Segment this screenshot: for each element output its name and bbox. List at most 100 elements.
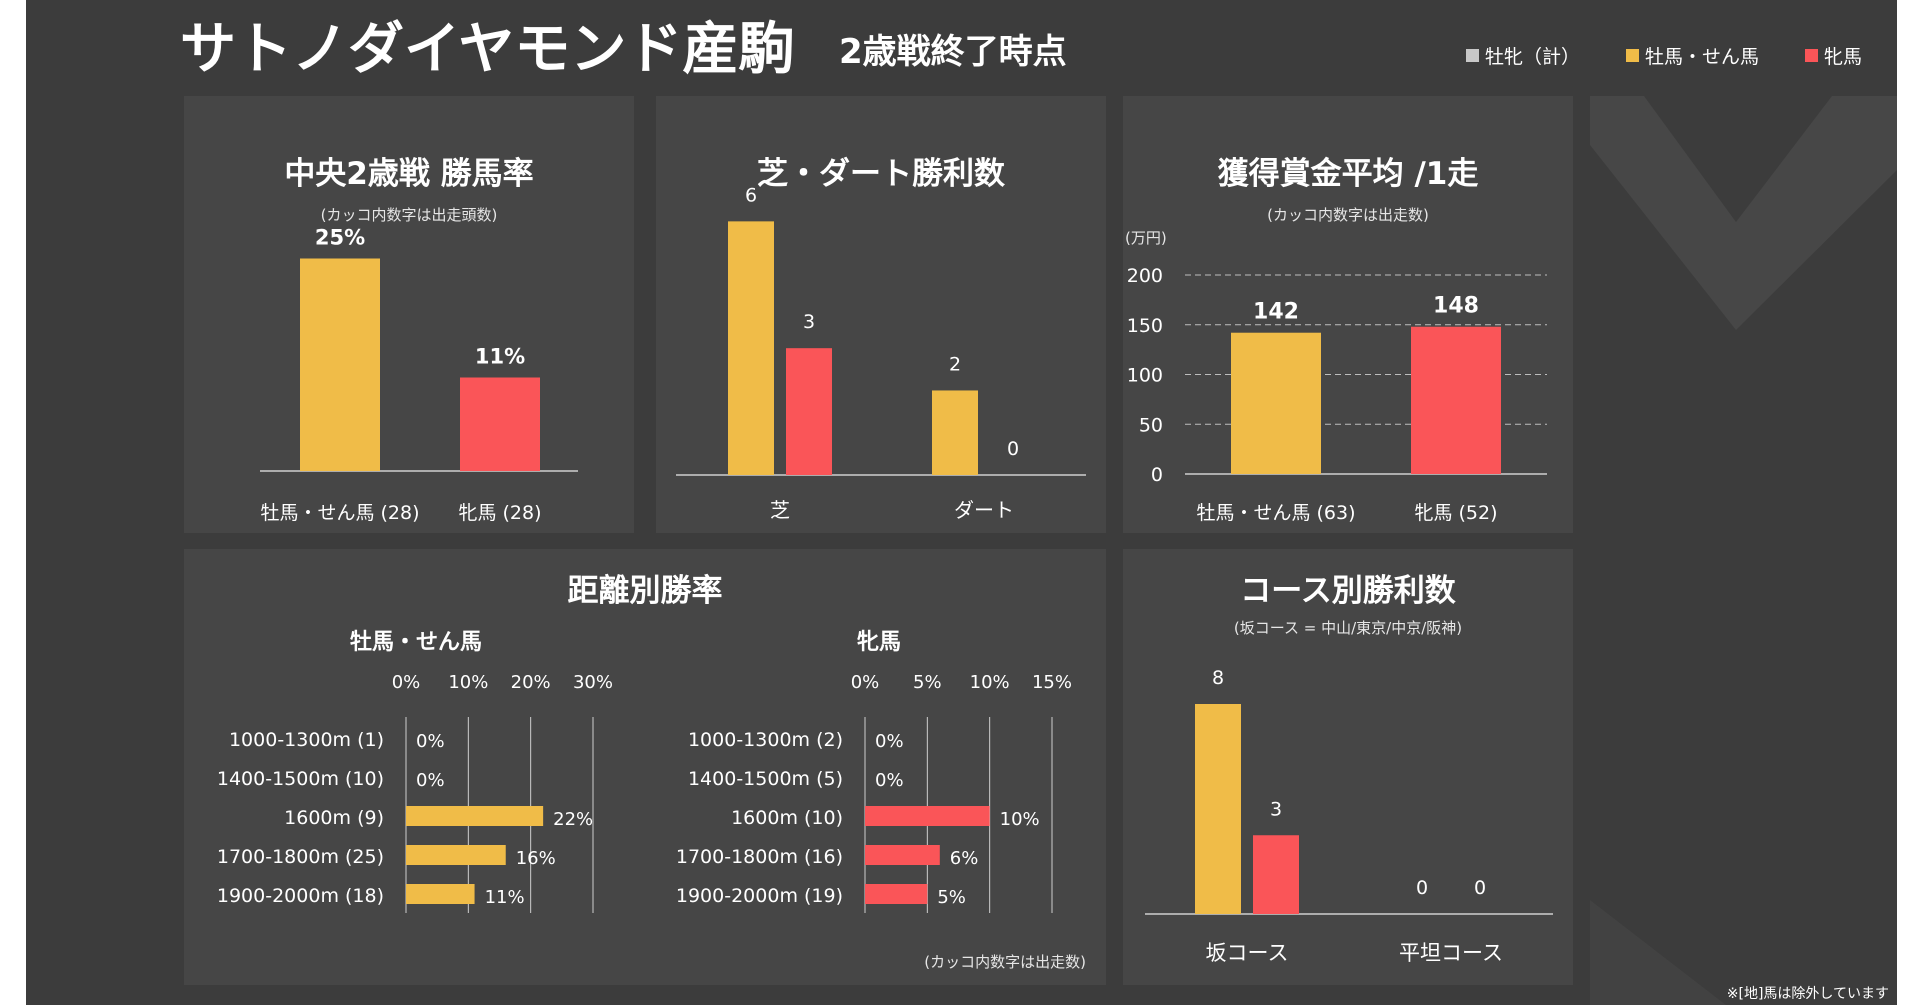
bar	[460, 377, 540, 471]
panel-subtitle-win-rate: (カッコ内数字は出走頭数)	[320, 206, 498, 224]
page-title: サトノダイヤモンド産駒	[180, 17, 795, 82]
panel-title-prize: 獲得賞金平均 /1走	[1217, 156, 1479, 192]
data-label: 16%	[516, 848, 556, 869]
y-tick-label: 1000-1300m (2)	[688, 729, 843, 751]
data-label: 0%	[416, 770, 445, 791]
bar	[1253, 835, 1299, 914]
data-label: 6	[745, 184, 757, 206]
panel-course: コース別勝利数 (坂コース = 中山/東京/中京/阪神) 8 0 3 0 坂コース 平坦コ…	[1123, 549, 1573, 985]
bar	[406, 806, 544, 826]
legend: 牡牝（計） 牡馬・せん馬 牝馬	[1466, 42, 1862, 68]
y-tick-label: 1600m (9)	[284, 807, 384, 829]
data-label: 0%	[875, 770, 904, 791]
y-tick-label: 0	[1151, 464, 1163, 486]
x-tick-label: 平坦コース	[1399, 941, 1503, 965]
legend-item-female: 牝馬	[1805, 42, 1862, 68]
footnote: ※[地]馬は除外しています	[1726, 986, 1889, 1002]
bar	[932, 390, 978, 475]
x-tick-label: 10%	[970, 672, 1010, 693]
y-tick-label: 50	[1139, 414, 1163, 436]
panel-title-win-rate: 中央2歳戦 勝馬率	[284, 156, 534, 192]
panel-turf-dirt: 芝・ダート勝利数 6 2 3 0 芝 ダート	[656, 96, 1106, 533]
x-tick-label: 牝馬 (28)	[458, 502, 541, 524]
bar	[865, 806, 990, 826]
legend-label-total: 牡牝（計）	[1485, 45, 1581, 68]
x-tick-label: 15%	[1032, 672, 1072, 693]
bar	[1195, 704, 1241, 914]
data-label: 6%	[950, 848, 979, 869]
panel-subtitle-course: (坂コース = 中山/東京/中京/阪神)	[1233, 619, 1463, 637]
x-tick-label: 0%	[851, 672, 880, 693]
legend-item-male: 牡馬・せん馬	[1626, 42, 1759, 68]
bar	[1411, 326, 1501, 474]
bar	[406, 884, 475, 904]
legend-swatch-male	[1626, 48, 1640, 62]
y-tick-label: 1400-1500m (5)	[688, 768, 843, 790]
decoration	[1590, 96, 1897, 1005]
legend-swatch-female	[1805, 48, 1819, 62]
y-axis-label: (万円)	[1125, 229, 1167, 247]
x-tick-label: 10%	[448, 672, 488, 693]
panel-win-rate: 中央2歳戦 勝馬率 (カッコ内数字は出走頭数) 25% 牡馬・せん馬 (28) 11…	[184, 96, 634, 533]
group-name: 牝馬	[857, 630, 901, 655]
page-subtitle: 2歳戦終了時点	[839, 32, 1067, 72]
panel-distance: 距離別勝率 牡馬・せん馬 0% 10% 20% 30% 1000-1300m (1) 0% 1…	[184, 549, 1106, 985]
data-label: 0	[1416, 877, 1428, 899]
legend-swatch-total	[1466, 48, 1479, 62]
data-label: 0	[1474, 877, 1486, 899]
x-tick-label: 牡馬・せん馬 (63)	[1196, 502, 1355, 524]
y-tick-label: 1700-1800m (16)	[676, 846, 843, 868]
data-label: 3	[1270, 798, 1282, 820]
x-tick-label: 牡馬・せん馬 (28)	[260, 502, 419, 524]
data-label: 8	[1212, 667, 1224, 689]
x-tick-label: 坂コース	[1206, 941, 1289, 965]
bar	[865, 845, 940, 865]
panel-subtitle-prize: (カッコ内数字は出走数)	[1267, 206, 1429, 224]
panel-title-distance: 距離別勝率	[567, 573, 723, 609]
x-tick-label: 20%	[511, 672, 551, 693]
note: (カッコ内数字は出走数)	[924, 953, 1086, 971]
bar	[406, 845, 506, 865]
data-label: 11%	[475, 345, 525, 369]
bar	[300, 258, 380, 471]
chart-win-rate: 25% 牡馬・せん馬 (28) 11% 牝馬 (28)	[260, 226, 578, 524]
bar	[865, 884, 928, 904]
legend-item-total: 牡牝（計）	[1466, 42, 1580, 68]
y-tick-label: 1600m (10)	[731, 807, 843, 829]
chart-course: 8 0 3 0 坂コース 平坦コース	[1145, 667, 1553, 965]
x-tick-label: 芝	[770, 498, 790, 522]
x-tick-label: 牝馬 (52)	[1414, 502, 1497, 524]
y-tick-label: 1900-2000m (18)	[217, 885, 384, 907]
bar	[786, 348, 832, 475]
legend-label-male: 牡馬・せん馬	[1645, 45, 1760, 68]
data-label: 0	[1007, 438, 1019, 460]
x-tick-label: 30%	[573, 672, 613, 693]
slide: サトノダイヤモンド産駒 2歳戦終了時点 牡牝（計） 牡馬・せん馬 牝馬 中央2歳…	[26, 0, 1897, 1005]
bar	[1231, 332, 1321, 474]
data-label: 3	[803, 311, 815, 333]
y-tick-label: 200	[1127, 265, 1163, 287]
y-tick-label: 150	[1127, 315, 1163, 337]
panel-title-course: コース別勝利数	[1240, 573, 1456, 609]
data-label: 148	[1433, 294, 1479, 319]
chart-prize: (万円) 0 50 100 150 200 142 牡馬・せん馬 (63) 148 牝馬 (52)	[1125, 229, 1547, 524]
data-label: 0%	[416, 731, 445, 752]
data-label: 142	[1253, 300, 1299, 325]
data-label: 5%	[937, 887, 966, 908]
y-tick-label: 100	[1127, 365, 1163, 387]
y-tick-label: 1900-2000m (19)	[676, 885, 843, 907]
panel-title-turf-dirt: 芝・ダート勝利数	[757, 156, 1005, 192]
panel-prize: 獲得賞金平均 /1走 (カッコ内数字は出走数) (万円) 0 50 100 150 200…	[1123, 96, 1573, 533]
decor-chevron	[1590, 96, 1897, 330]
data-label: 0%	[875, 731, 904, 752]
x-tick-label: ダート	[954, 498, 1014, 522]
chart-distance: 牡馬・せん馬 0% 10% 20% 30% 1000-1300m (1) 0% 1400-15…	[217, 630, 1086, 971]
x-tick-label: 5%	[913, 672, 942, 693]
x-tick-label: 0%	[392, 672, 421, 693]
data-label: 25%	[315, 226, 365, 250]
y-tick-label: 1700-1800m (25)	[217, 846, 384, 868]
group-name: 牡馬・せん馬	[350, 630, 482, 655]
data-label: 22%	[553, 809, 593, 830]
data-label: 11%	[485, 887, 525, 908]
legend-label-female: 牝馬	[1824, 45, 1863, 68]
